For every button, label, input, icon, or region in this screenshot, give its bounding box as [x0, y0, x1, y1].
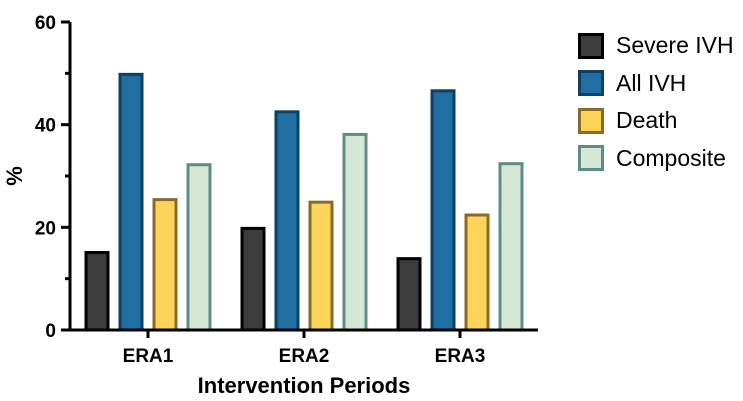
- x-tick-label: ERA1: [123, 346, 174, 367]
- plot-area: ERA1 ERA2 ERA3 0 20 40 60: [35, 13, 538, 367]
- x-tick-label: ERA2: [279, 346, 330, 367]
- legend-label: Composite: [616, 144, 726, 171]
- bar-era1-all-ivh: [118, 72, 144, 332]
- x-axis-title: Intervention Periods: [198, 373, 411, 398]
- legend-item: Composite: [578, 140, 734, 178]
- legend-item: Severe IVH: [578, 27, 734, 65]
- bar-era1-death: [152, 198, 178, 332]
- bar-era1-composite: [186, 163, 212, 332]
- legend-label: Severe IVH: [616, 32, 734, 59]
- bar-era1-severe-ivh: [84, 250, 110, 332]
- y-axis-title: %: [2, 166, 27, 186]
- bar-era2-death: [308, 200, 334, 332]
- bar-era2-severe-ivh: [240, 226, 266, 332]
- bar-era3-composite: [498, 162, 524, 332]
- legend-label: All IVH: [616, 69, 687, 96]
- bar-era3-all-ivh: [430, 89, 456, 332]
- legend-swatch: [578, 32, 604, 59]
- y-tick-label: 40: [35, 116, 56, 137]
- bar-era3-severe-ivh: [396, 257, 422, 332]
- legend-item: All IVH: [578, 65, 734, 103]
- legend-swatch: [578, 145, 604, 172]
- legend-item: Death: [578, 102, 734, 140]
- legend-swatch: [578, 70, 604, 97]
- y-tick-label: 60: [35, 13, 56, 34]
- bar-era2-composite: [342, 132, 368, 332]
- x-tick-label: ERA3: [435, 346, 486, 367]
- legend-label: Death: [616, 107, 678, 134]
- chart-legend: Severe IVH All IVH Death Composite: [578, 27, 734, 177]
- y-tick-label: 0: [45, 321, 56, 342]
- y-tick-label: 20: [35, 218, 56, 239]
- bar-era2-all-ivh: [274, 110, 300, 332]
- bar-era3-death: [464, 213, 490, 332]
- legend-swatch: [578, 107, 604, 134]
